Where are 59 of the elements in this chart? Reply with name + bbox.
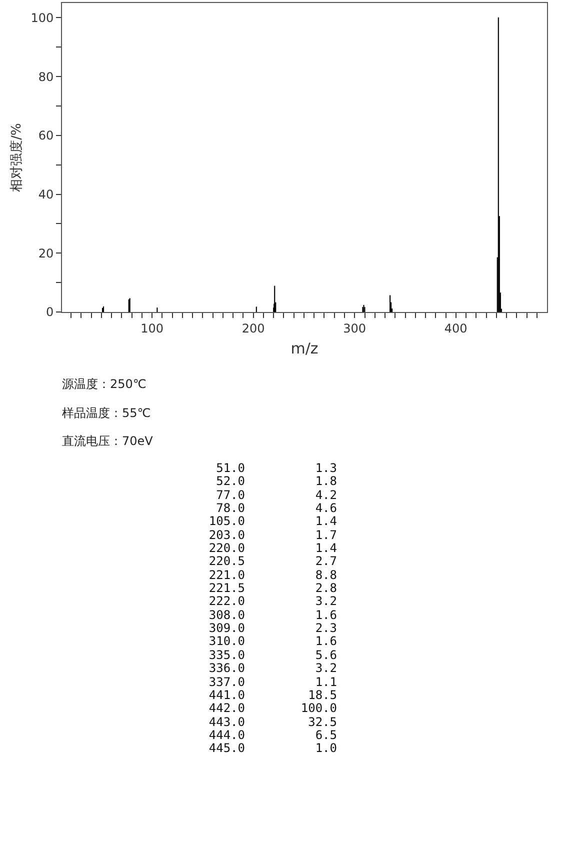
text: 1.4 xyxy=(315,541,337,556)
text: 样品温度：55℃ xyxy=(62,406,151,420)
text: 1.6 xyxy=(315,634,337,648)
text: 309.0 xyxy=(208,621,245,636)
text: 直流电压：70eV xyxy=(62,434,153,448)
text: 1.6 xyxy=(315,608,337,622)
text: 445.0 xyxy=(208,741,245,756)
text: 105.0 xyxy=(208,514,245,528)
x-tick-label: 400 xyxy=(444,321,468,336)
text: 336.0 xyxy=(208,661,245,676)
text: 335.0 xyxy=(208,648,245,662)
text: 1.4 xyxy=(315,514,337,528)
text: 77.0 xyxy=(216,488,245,502)
text: 3.2 xyxy=(315,661,337,676)
text: 444.0 xyxy=(208,728,245,742)
text: 220.5 xyxy=(208,554,245,568)
text: 220.0 xyxy=(208,541,245,556)
text: 203.0 xyxy=(208,528,245,542)
text: 1.1 xyxy=(315,674,337,688)
text: 1.0 xyxy=(315,741,337,756)
text: 51.0 xyxy=(216,461,245,475)
text: 221.5 xyxy=(208,581,245,596)
y-tick-label: 40 xyxy=(38,187,54,202)
text: 2.3 xyxy=(315,621,337,636)
text: 221.0 xyxy=(208,568,245,582)
y-axis-title: 相对强度/% xyxy=(8,123,25,192)
text: 441.0 xyxy=(208,688,245,702)
x-axis-title: m/z xyxy=(290,339,318,358)
y-tick-label: 20 xyxy=(38,246,54,260)
text: 5.6 xyxy=(315,648,337,662)
y-tick-label: 0 xyxy=(46,305,54,320)
text: 32.5 xyxy=(308,714,337,729)
text: 源温度：250℃ xyxy=(62,377,146,391)
text: 18.5 xyxy=(308,688,337,702)
text: 2.7 xyxy=(315,554,337,568)
x-tick-label: 300 xyxy=(343,321,366,336)
x-tick-label: 100 xyxy=(140,321,164,336)
text: 1.7 xyxy=(315,528,337,542)
text: 310.0 xyxy=(208,634,245,648)
x-tick-label: 200 xyxy=(242,321,265,336)
text: 1.8 xyxy=(315,474,337,488)
text: 6.5 xyxy=(315,728,337,742)
y-tick-label: 100 xyxy=(30,10,54,25)
text: 3.2 xyxy=(315,594,337,608)
text: 78.0 xyxy=(216,501,245,516)
text: 222.0 xyxy=(208,594,245,608)
text: 308.0 xyxy=(208,608,245,622)
text: 2.8 xyxy=(315,581,337,596)
text: 442.0 xyxy=(208,701,245,716)
text: 443.0 xyxy=(208,714,245,729)
y-tick-label: 80 xyxy=(38,70,54,84)
text: 52.0 xyxy=(216,474,245,488)
text: 8.8 xyxy=(315,568,337,582)
text: 4.6 xyxy=(315,501,337,516)
text: 1.3 xyxy=(315,461,337,475)
text: 100.0 xyxy=(300,701,337,716)
text: 4.2 xyxy=(315,488,337,502)
text: 337.0 xyxy=(208,674,245,688)
y-tick-label: 60 xyxy=(38,128,54,143)
